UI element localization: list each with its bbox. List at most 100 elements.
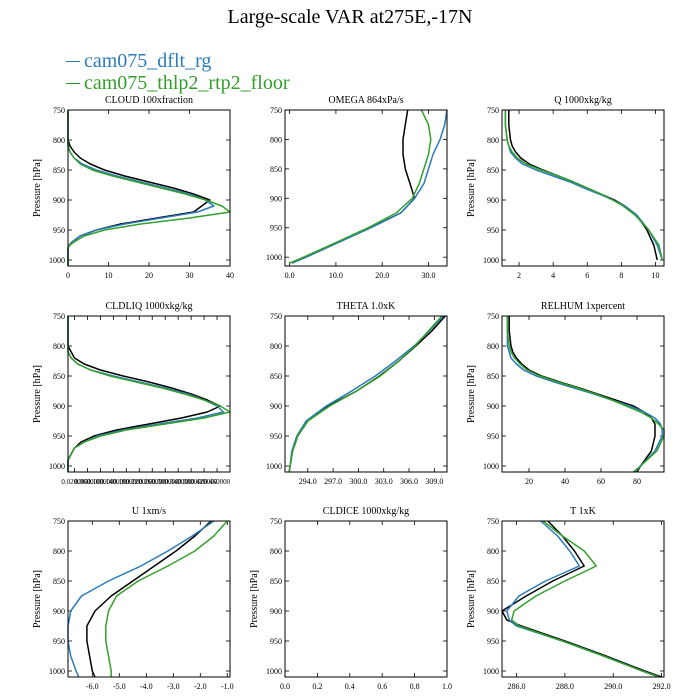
y-tick-label: 1000 [49, 462, 65, 471]
y-tick-label: 850 [487, 372, 499, 381]
legend-swatch-thlp2-rtp2-floor [66, 82, 80, 84]
series-line-reference [508, 316, 656, 473]
x-tick-label: 309.0 [425, 477, 443, 486]
x-tick-label: 0.140000 [100, 478, 127, 486]
x-tick-label: 0.060000 [74, 478, 101, 486]
y-tick-label: 800 [53, 342, 65, 351]
x-tick-label: 1.0 [442, 682, 452, 691]
y-tick-label: 850 [53, 166, 65, 175]
y-tick-label: 900 [53, 196, 65, 205]
y-tick-label: 750 [270, 517, 282, 526]
x-tick-label: 0.380000 [178, 478, 205, 486]
legend-label-thlp2-rtp2-floor: cam075_thlp2_rtp2_floor [84, 72, 290, 94]
x-tick-label: 2 [517, 271, 521, 280]
y-tick-label: 1000 [49, 256, 65, 265]
y-tick-label: 750 [270, 312, 282, 321]
y-tick-label: 900 [487, 607, 499, 616]
y-tick-label: 950 [487, 637, 499, 646]
y-tick-label: 750 [53, 517, 65, 526]
x-tick-label: 0.2 [312, 682, 322, 691]
x-tick-label: 80 [633, 477, 641, 486]
panel-q: Q 1000xkg/kg Pressure [hPa] 750 800 850 900 95… [466, 95, 665, 280]
panel-title-cloud: CLOUD 100xfraction [105, 95, 193, 106]
x-tick-label: 10 [105, 271, 113, 280]
x-tick-label: 20 [145, 271, 153, 280]
series-line-cam075-thlp2-rtp2-floor [288, 315, 443, 473]
panel-title-u: U 1xm/s [132, 506, 166, 517]
x-tick-label: 0.460000 [204, 478, 231, 486]
y-tick-label: 900 [53, 607, 65, 616]
y-tick-label: 950 [53, 226, 65, 235]
plot-frame [501, 109, 665, 267]
plot-frame [284, 520, 448, 678]
x-tick-label: 10.0 [329, 271, 343, 280]
x-tick-label: 4 [551, 271, 555, 280]
y-axis-label-cldice: Pressure [hPa] [249, 570, 260, 628]
x-tick-label: 8 [619, 271, 623, 280]
legend-item-thlp2-rtp2-floor: cam075_thlp2_rtp2_floor [66, 72, 290, 94]
x-tick-label: 0.0 [285, 271, 295, 280]
y-axis-label-u: Pressure [hPa] [32, 570, 43, 628]
y-tick-label: 1000 [266, 667, 282, 676]
series-line-cam075-dflt-rg [291, 109, 448, 264]
x-tick-label: 297.0 [324, 477, 342, 486]
series-line-cam075-dflt-rg [506, 520, 660, 678]
y-tick-label: 900 [270, 607, 282, 616]
y-tick-label: 850 [270, 577, 282, 586]
x-tick-label: 0.260000 [139, 478, 166, 486]
y-tick-label: 950 [487, 226, 499, 235]
panel-omega: OMEGA 864xPa/s 750 800 850 900 950 10000.0 10.0… [266, 95, 448, 280]
y-tick-label: 850 [53, 577, 65, 586]
x-tick-label: 0.220000 [126, 478, 153, 486]
y-tick-label: 1000 [49, 667, 65, 676]
plot-frame [501, 315, 665, 473]
y-tick-label: 800 [487, 136, 499, 145]
series-line-cam075-thlp2-rtp2-floor [510, 520, 660, 678]
y-tick-label: 750 [270, 106, 282, 115]
x-tick-label: 303.0 [375, 477, 393, 486]
x-tick-label: -6.0 [86, 682, 99, 691]
y-axis-label-q: Pressure [hPa] [466, 159, 477, 217]
y-tick-label: 750 [487, 106, 499, 115]
y-tick-label: 800 [53, 547, 65, 556]
x-tick-label: 0.020000 [61, 478, 88, 486]
series-line-cam075-thlp2-rtp2-floor [506, 316, 665, 473]
y-tick-label: 750 [53, 312, 65, 321]
y-tick-label: 1000 [483, 462, 499, 471]
panel-cldice: CLDICE 1000xkg/kg Pressure [hPa] 750 800 850… [249, 506, 452, 691]
x-tick-label: -5.0 [113, 682, 126, 691]
series-line-cam075-dflt-rg [67, 316, 225, 472]
series-line-cam075-dflt-rg [67, 110, 215, 266]
x-tick-label: 30 [186, 271, 194, 280]
x-tick-label: 286.0 [508, 682, 526, 691]
panel-title-cldice: CLDICE 1000xkg/kg [323, 506, 409, 517]
x-tick-label: 0 [66, 271, 70, 280]
plot-frame [501, 520, 665, 678]
x-tick-label: 0.8 [410, 682, 420, 691]
panel-title-cldliq: CLDLIQ 1000xkg/kg [106, 301, 193, 312]
y-axis-label-t: Pressure [hPa] [466, 570, 477, 628]
y-tick-label: 950 [270, 224, 282, 233]
x-tick-label: 290.0 [604, 682, 622, 691]
plot-frame [67, 315, 231, 473]
panel-title-relhum: RELHUM 1xpercent [541, 301, 625, 312]
x-tick-label: 0.420000 [191, 478, 218, 486]
figure-title: Large-scale VAR at275E,-17N [227, 6, 473, 28]
x-tick-label: 0.340000 [165, 478, 192, 486]
series-line-cam075-thlp2-rtp2-floor [105, 520, 228, 677]
x-tick-label: 306.0 [400, 477, 418, 486]
x-tick-label: 0.4 [345, 682, 355, 691]
y-tick-label: 950 [487, 432, 499, 441]
series-line-reference [508, 110, 658, 261]
panel-title-theta: THETA 1.0xK [337, 301, 396, 312]
y-tick-label: 950 [270, 637, 282, 646]
series-line-reference [501, 520, 662, 678]
y-tick-label: 1000 [483, 256, 499, 265]
series-line-reference [67, 110, 211, 266]
panel-t: T 1xK Pressure [hPa] 750 800 850 900 950 1000 28… [466, 506, 671, 691]
y-tick-label: 800 [270, 547, 282, 556]
series-line-reference [67, 316, 222, 472]
y-tick-label: 900 [270, 194, 282, 203]
x-tick-label: -2.0 [194, 682, 207, 691]
y-tick-label: 750 [487, 517, 499, 526]
